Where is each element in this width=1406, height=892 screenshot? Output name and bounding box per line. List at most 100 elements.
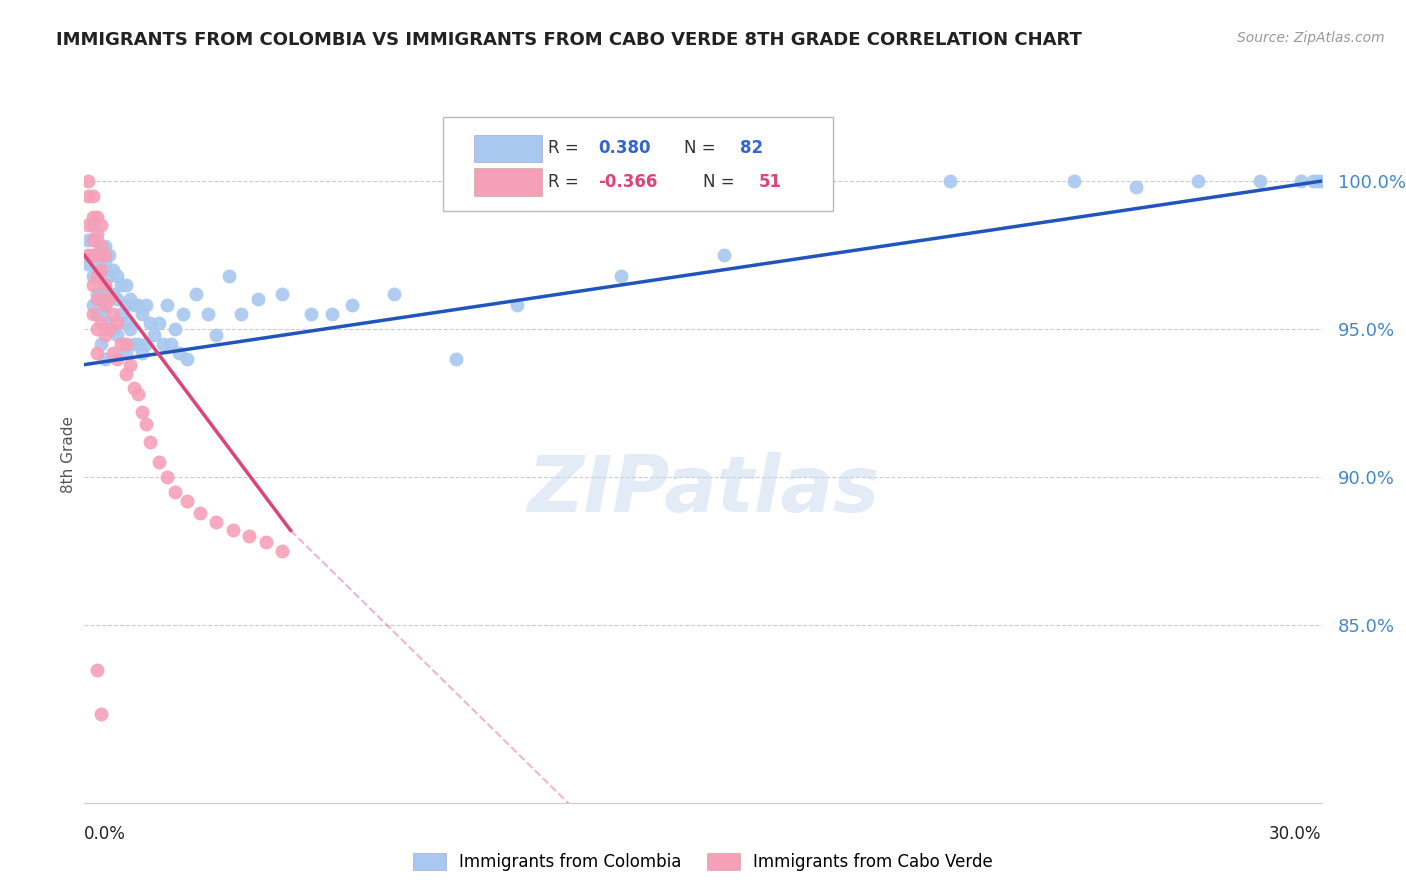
Point bbox=[82, 268, 104, 283]
Point bbox=[98, 316, 121, 330]
Point bbox=[86, 210, 108, 224]
Point bbox=[167, 345, 190, 359]
Point bbox=[86, 257, 108, 271]
Point bbox=[86, 345, 108, 359]
Point bbox=[94, 257, 117, 271]
Text: 0.0%: 0.0% bbox=[84, 825, 127, 843]
Point bbox=[82, 307, 104, 321]
Point bbox=[114, 367, 136, 381]
Y-axis label: 8th Grade: 8th Grade bbox=[60, 417, 76, 493]
Point bbox=[98, 293, 121, 307]
Text: R =: R = bbox=[548, 139, 585, 157]
Bar bbox=[474, 135, 543, 162]
Point bbox=[205, 328, 228, 343]
Point bbox=[271, 544, 294, 558]
Point bbox=[86, 233, 108, 247]
Point bbox=[114, 316, 136, 330]
Point bbox=[176, 493, 198, 508]
Point bbox=[82, 233, 104, 247]
Point bbox=[103, 322, 125, 336]
Text: 0.380: 0.380 bbox=[598, 139, 651, 157]
Point bbox=[103, 286, 125, 301]
Point bbox=[1302, 174, 1324, 188]
Point bbox=[90, 307, 112, 321]
Point bbox=[98, 293, 121, 307]
Point bbox=[86, 248, 108, 262]
Point bbox=[90, 293, 112, 307]
Point bbox=[218, 268, 240, 283]
Text: R =: R = bbox=[548, 173, 585, 191]
Point bbox=[118, 322, 141, 336]
Point bbox=[94, 277, 117, 292]
Point bbox=[713, 248, 735, 262]
Point bbox=[152, 337, 174, 351]
Point bbox=[122, 381, 145, 395]
Point bbox=[98, 268, 121, 283]
Point bbox=[94, 298, 117, 312]
Point bbox=[139, 434, 162, 449]
Point bbox=[90, 219, 112, 233]
Point bbox=[222, 524, 245, 538]
Point bbox=[86, 286, 108, 301]
Point bbox=[205, 515, 228, 529]
Point bbox=[939, 174, 962, 188]
Point bbox=[238, 529, 260, 543]
Text: ZIPatlas: ZIPatlas bbox=[527, 451, 879, 528]
Point bbox=[98, 248, 121, 262]
Text: Source: ZipAtlas.com: Source: ZipAtlas.com bbox=[1237, 31, 1385, 45]
Point bbox=[184, 286, 207, 301]
Point bbox=[86, 663, 108, 677]
Point bbox=[131, 307, 153, 321]
Point bbox=[114, 277, 136, 292]
Point bbox=[103, 307, 125, 321]
Point bbox=[165, 322, 187, 336]
Point bbox=[110, 337, 132, 351]
Point bbox=[94, 351, 117, 366]
Point bbox=[118, 358, 141, 372]
Point bbox=[148, 316, 170, 330]
Text: N =: N = bbox=[703, 173, 740, 191]
Text: 82: 82 bbox=[740, 139, 763, 157]
Point bbox=[122, 298, 145, 312]
Point bbox=[143, 328, 166, 343]
Point bbox=[1289, 174, 1312, 188]
Point bbox=[94, 239, 117, 253]
Text: 51: 51 bbox=[759, 173, 782, 191]
Point bbox=[94, 322, 117, 336]
Point bbox=[77, 219, 100, 233]
Point bbox=[94, 298, 117, 312]
Point bbox=[105, 328, 128, 343]
Point bbox=[444, 351, 467, 366]
Point bbox=[127, 337, 149, 351]
Point bbox=[1125, 180, 1147, 194]
Text: N =: N = bbox=[685, 139, 721, 157]
Point bbox=[90, 316, 112, 330]
Point bbox=[82, 277, 104, 292]
Point bbox=[271, 286, 294, 301]
Point bbox=[321, 307, 343, 321]
Point bbox=[127, 387, 149, 401]
Point bbox=[1249, 174, 1271, 188]
Legend: Immigrants from Colombia, Immigrants from Cabo Verde: Immigrants from Colombia, Immigrants fro… bbox=[405, 845, 1001, 880]
Point bbox=[90, 263, 112, 277]
Point bbox=[135, 417, 157, 431]
Point bbox=[77, 248, 100, 262]
Point bbox=[114, 337, 136, 351]
Point bbox=[1310, 174, 1333, 188]
Point bbox=[131, 345, 153, 359]
Point bbox=[131, 405, 153, 419]
Point bbox=[1306, 174, 1329, 188]
Point bbox=[94, 328, 117, 343]
Point bbox=[197, 307, 219, 321]
Point bbox=[90, 706, 112, 721]
Point bbox=[90, 239, 112, 253]
Point bbox=[77, 189, 100, 203]
Point bbox=[254, 535, 277, 549]
Point bbox=[82, 210, 104, 224]
Point bbox=[90, 239, 112, 253]
Point bbox=[86, 307, 108, 321]
Point bbox=[114, 345, 136, 359]
Point bbox=[98, 322, 121, 336]
Point bbox=[299, 307, 322, 321]
Point bbox=[103, 263, 125, 277]
